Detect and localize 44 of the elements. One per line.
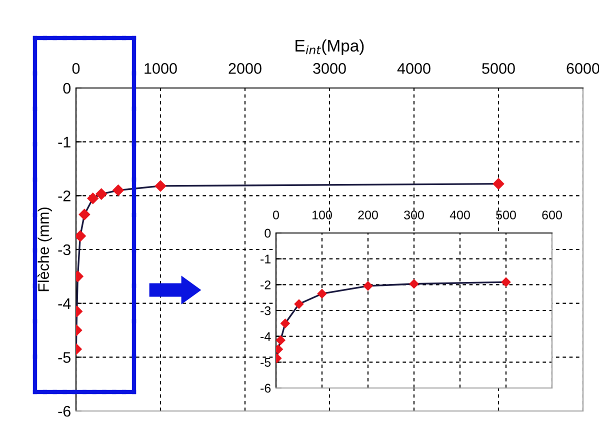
y-tick-label: -2 xyxy=(58,190,70,202)
x-axis-title: E$_{int}$(Mpa) xyxy=(296,39,364,55)
point xyxy=(96,188,107,200)
y-axis-title: Flèche (mm) xyxy=(38,208,52,292)
point xyxy=(363,281,373,291)
point xyxy=(409,279,419,289)
x-tick-label: 0 xyxy=(72,63,80,74)
point xyxy=(280,318,290,328)
x-tick-label: 500 xyxy=(496,210,516,220)
y-tick-label: -6 xyxy=(58,406,70,417)
y-tick-label: -6 xyxy=(260,384,271,393)
x-tick-label: 1000 xyxy=(144,63,177,74)
x-tick-label: 600 xyxy=(542,210,562,220)
point xyxy=(76,230,86,242)
x-tick-label: 300 xyxy=(404,210,424,220)
y-tick-label: -3 xyxy=(260,306,271,316)
y-tick-label: -4 xyxy=(260,332,271,341)
x-tick-label: 400 xyxy=(450,210,470,220)
y-tick-label: -5 xyxy=(58,352,70,363)
x-tick-label: 100 xyxy=(312,210,332,220)
x-tick-label: 5000 xyxy=(482,63,515,74)
x-tick-label: 0 xyxy=(273,210,279,220)
y-tick-label: 0 xyxy=(264,228,271,238)
y-tick-label: -3 xyxy=(58,244,70,256)
point xyxy=(87,192,99,204)
point xyxy=(154,180,166,192)
point xyxy=(492,178,504,190)
y-tick-label: -4 xyxy=(58,298,71,309)
point xyxy=(78,208,90,220)
y-tick-label: -2 xyxy=(260,280,271,290)
x-tick-label: 2000 xyxy=(228,63,262,74)
point xyxy=(294,299,304,309)
point xyxy=(112,184,124,196)
x-tick-label: 3000 xyxy=(313,63,346,74)
y-tick-label: 0 xyxy=(63,82,71,94)
y-tick-label: -1 xyxy=(260,254,271,264)
y-tick-label: -5 xyxy=(260,358,271,367)
point xyxy=(317,289,327,298)
point xyxy=(501,277,511,287)
x-tick-label: 4000 xyxy=(397,63,430,74)
x-tick-label: 200 xyxy=(358,210,378,220)
point xyxy=(276,336,286,345)
x-tick-label: 6000 xyxy=(566,63,599,74)
y-tick-label: -1 xyxy=(58,136,70,148)
